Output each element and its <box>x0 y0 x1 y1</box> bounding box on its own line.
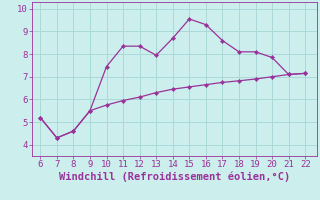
X-axis label: Windchill (Refroidissement éolien,°C): Windchill (Refroidissement éolien,°C) <box>59 172 290 182</box>
